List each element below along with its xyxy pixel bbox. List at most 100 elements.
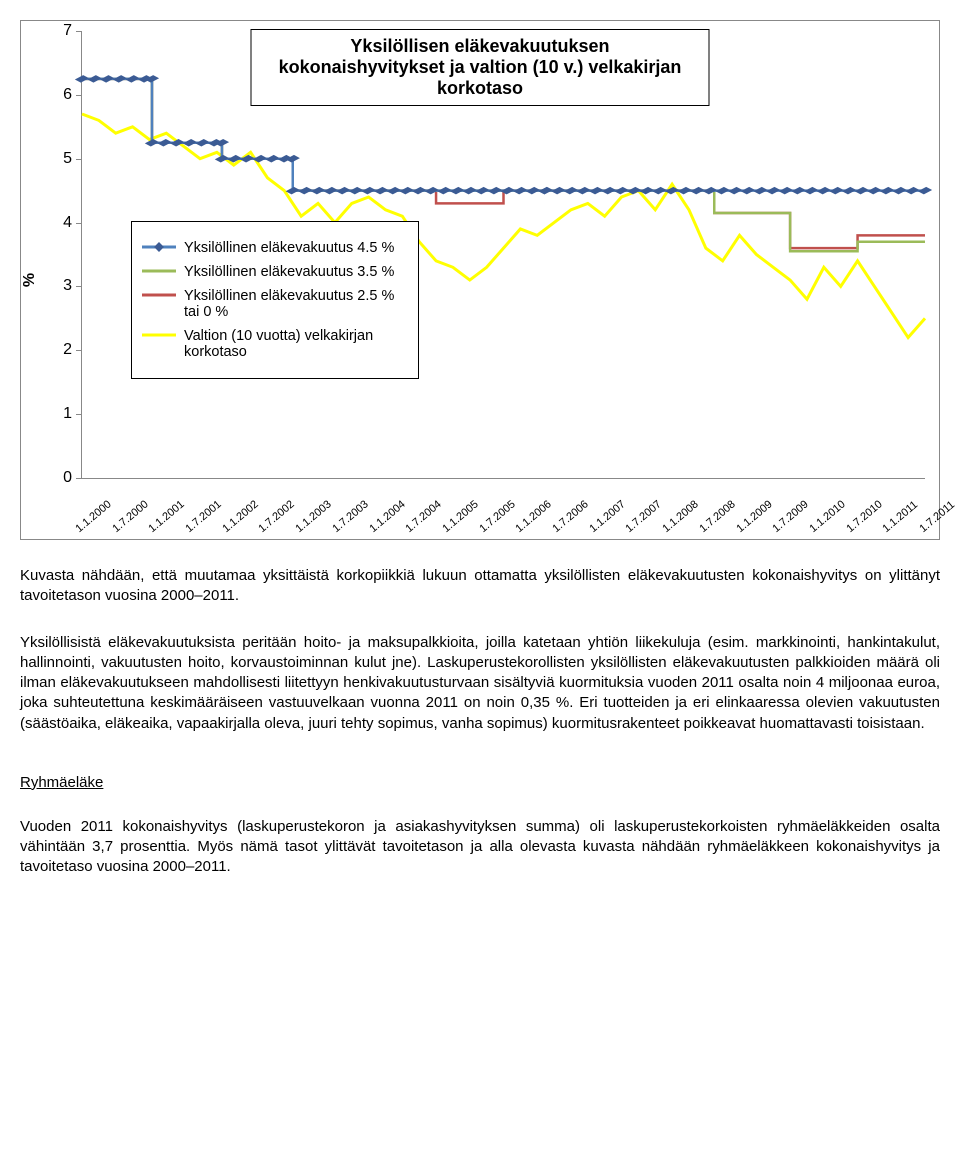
x-tick-label: 1.7.2006 [550,498,591,535]
y-tick-mark [76,350,82,351]
series-marker [195,139,209,147]
series-marker [265,155,279,163]
x-tick-label: 1.7.2010 [844,498,885,535]
series-marker [157,139,171,147]
y-tick-mark [76,31,82,32]
series-marker [716,187,730,195]
legend-label: Valtion (10 vuotta) velkakirjan korkotas… [184,328,402,360]
series-marker [311,187,325,195]
x-tick-label: 1.7.2001 [183,498,224,535]
x-tick-label: 1.7.2011 [917,499,957,535]
x-tick-label: 1.7.2003 [330,498,371,535]
x-tick-label: 1.1.2001 [147,498,188,535]
x-tick-label: 1.7.2007 [624,498,665,535]
y-tick-label: 7 [52,22,72,40]
y-tick-mark [76,478,82,479]
x-tick-label: 1.1.2011 [881,499,921,535]
series-marker [538,187,552,195]
series-marker [829,187,843,195]
series-marker [905,187,919,195]
x-tick-label: 1.7.2002 [257,498,298,535]
x-tick-label: 1.7.2000 [110,498,151,535]
series-marker [412,187,426,195]
series-marker [817,187,831,195]
legend-item-yellow: Valtion (10 vuotta) velkakirjan korkotas… [142,328,402,360]
series-marker [589,187,603,195]
chart-title: Yksilöllisen eläkevakuutuksen kokonaishy… [251,29,710,106]
x-tick-label: 1.7.2005 [477,498,518,535]
series-marker [779,187,793,195]
paragraph-3: Vuoden 2011 kokonaishyvitys (laskuperust… [20,817,940,878]
series-marker [867,187,881,195]
y-tick-label: 6 [52,86,72,104]
series-marker [349,187,363,195]
x-tick-label: 1.1.2003 [293,498,334,535]
legend-swatch [142,264,176,278]
series-marker [450,187,464,195]
series-marker [75,75,89,83]
series-marker [893,187,907,195]
legend-swatch [142,328,176,342]
y-tick-label: 0 [52,469,72,487]
series-marker [918,187,932,195]
series-marker [791,187,805,195]
y-tick-label: 1 [52,405,72,423]
series-marker [804,187,818,195]
series-marker [526,187,540,195]
x-tick-label: 1.1.2007 [587,498,628,535]
series-marker [361,187,375,195]
legend-item-red: Yksilöllinen eläkevakuutus 2.5 % tai 0 % [142,288,402,320]
series-marker [399,187,413,195]
y-tick-mark [76,223,82,224]
series-marker [855,187,869,195]
series-marker [488,187,502,195]
series-marker [880,187,894,195]
x-tick-label: 1.1.2004 [367,498,408,535]
y-tick-mark [76,95,82,96]
legend-item-green: Yksilöllinen eläkevakuutus 3.5 % [142,264,402,280]
series-marker [551,187,565,195]
y-tick-mark [76,286,82,287]
legend-item-blue: Yksilöllinen eläkevakuutus 4.5 % [142,240,402,256]
series-marker [602,187,616,195]
series-marker [513,187,527,195]
x-tick-label: 1.1.2005 [440,498,481,535]
series-marker [100,75,114,83]
section-heading-ryhmaelake: Ryhmäeläke [20,774,940,791]
x-tick-label: 1.7.2008 [697,498,738,535]
series-marker [145,139,159,147]
series-marker [614,187,628,195]
paragraph-2: Yksilöllisistä eläkevakuutuksista peritä… [20,633,940,734]
y-tick-label: 4 [52,214,72,232]
x-tick-label: 1.1.2000 [73,498,114,535]
series-marker [753,187,767,195]
x-tick-label: 1.1.2010 [807,498,848,535]
series-marker [437,187,451,195]
x-tick-label: 1.1.2009 [734,498,775,535]
y-axis-label: % [21,273,39,287]
y-tick-label: 3 [52,277,72,295]
series-marker [475,187,489,195]
legend-swatch [142,240,176,254]
series-marker [374,187,388,195]
y-tick-label: 5 [52,150,72,168]
x-tick-label: 1.1.2002 [220,498,261,535]
series-marker [842,187,856,195]
x-axis-labels: 1.1.20001.7.20001.1.20011.7.20011.1.2002… [81,485,925,535]
series-marker [576,187,590,195]
series-marker [324,187,338,195]
series-marker [113,75,127,83]
y-tick-mark [76,159,82,160]
x-tick-label: 1.1.2006 [514,498,555,535]
x-tick-label: 1.7.2004 [404,498,445,535]
legend-swatch [142,288,176,302]
y-tick-label: 2 [52,341,72,359]
series-marker [87,75,101,83]
series-marker [728,187,742,195]
series-marker [298,187,312,195]
series-marker [690,187,704,195]
series-marker [766,187,780,195]
y-tick-mark [76,414,82,415]
paragraph-1: Kuvasta nähdään, että muutamaa yksittäis… [20,566,940,607]
legend-label: Yksilöllinen eläkevakuutus 4.5 % [184,240,394,256]
